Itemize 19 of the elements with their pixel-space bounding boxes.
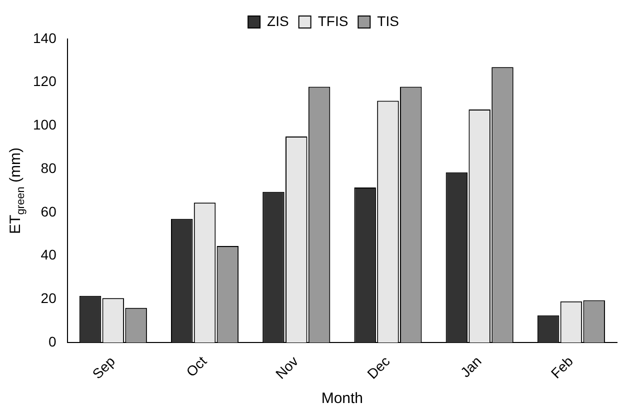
y-axis-title: ETgreen (mm) <box>7 148 28 234</box>
y-tick-label: 40 <box>40 246 57 263</box>
x-tick-label: Nov <box>272 352 302 382</box>
legend-label: TIS <box>377 12 399 29</box>
y-tick-label: 140 <box>33 30 57 46</box>
x-tick-label: Feb <box>548 352 576 382</box>
legend-label: TFIS <box>318 12 348 29</box>
y-tick-label: 100 <box>33 116 57 133</box>
x-axis-title: Month <box>321 390 364 408</box>
x-tick-label: Jan <box>457 352 484 380</box>
y-tick-label: 60 <box>40 203 57 220</box>
x-tick-label: Sep <box>89 352 118 382</box>
y-tick-label: 0 <box>48 333 57 350</box>
legend-label: ZIS <box>267 12 289 29</box>
y-tick-label: 80 <box>40 160 57 176</box>
x-tick-label: Oct <box>182 352 210 380</box>
x-tick-label: Dec <box>364 352 393 382</box>
y-tick-label: 120 <box>33 73 57 90</box>
y-tick-label: 20 <box>40 290 57 306</box>
